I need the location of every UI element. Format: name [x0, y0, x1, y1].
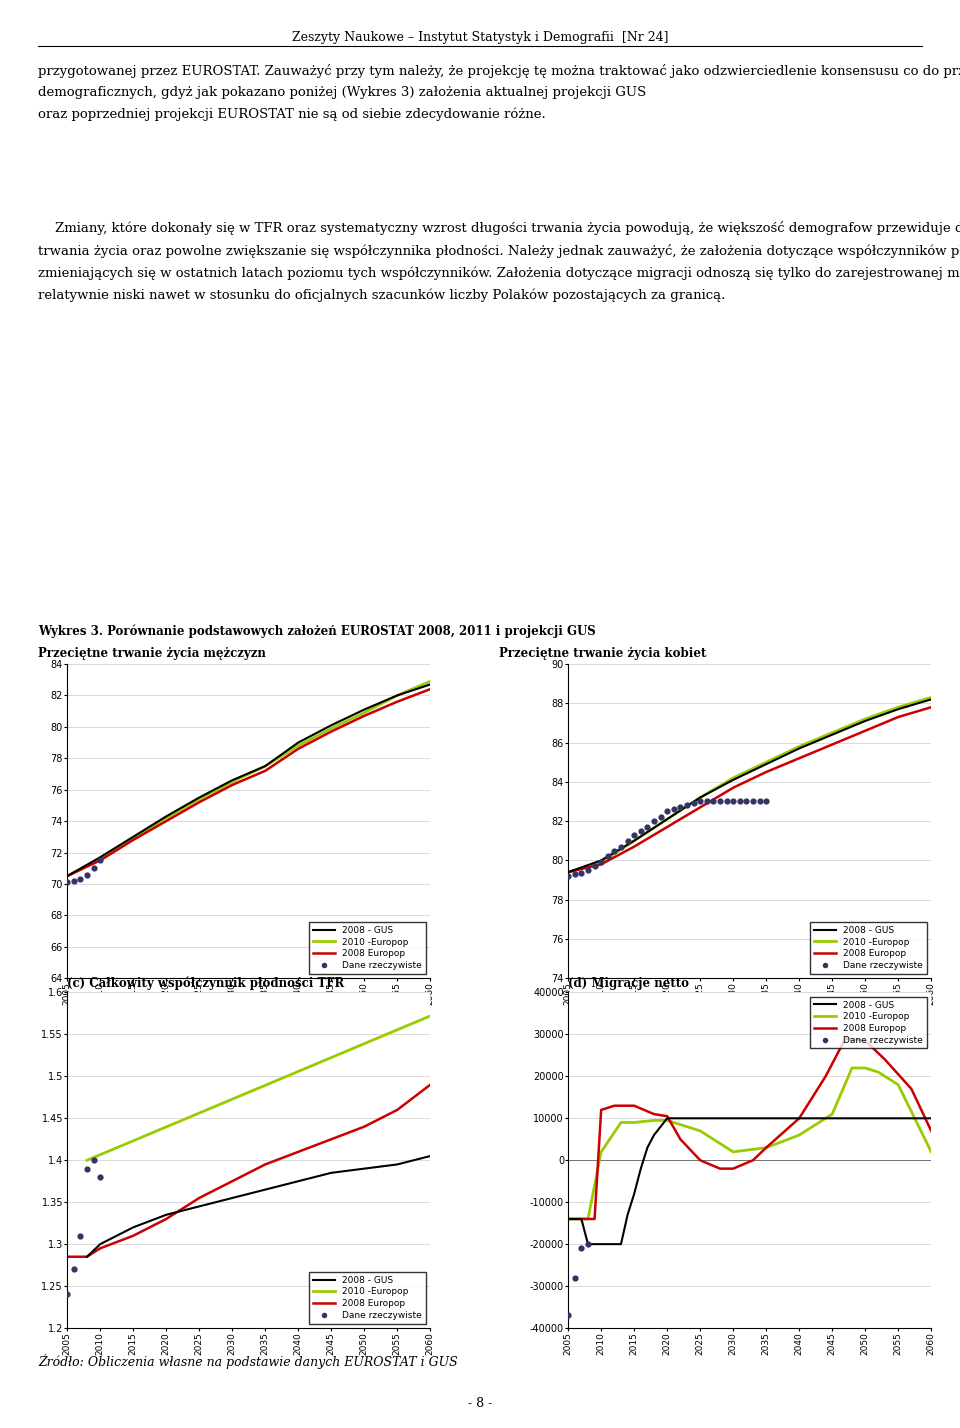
Point [660, 800, 675, 823]
Point [692, 790, 708, 813]
Text: Zeszyty Naukowe – Instytut Statystyk i Demografii  [Nr 24]: Zeszyty Naukowe – Instytut Statystyk i D… [292, 31, 668, 44]
Point [80, 863, 95, 885]
Point [673, 795, 688, 818]
Text: Źródło: Obliczenia własne na podstawie danych EUROSTAT i GUS: Źródło: Obliczenia własne na podstawie d… [38, 1354, 458, 1369]
Point [613, 835, 629, 858]
Point [685, 793, 701, 815]
Point [561, 1304, 576, 1327]
Point [574, 861, 589, 884]
Point [752, 790, 767, 813]
Point [699, 790, 714, 813]
Point [712, 790, 728, 813]
Point [66, 870, 82, 892]
Text: przygotowanej przez EUROSTAT. Zauważyć przy tym należy, że projekcję tę można tr: przygotowanej przez EUROSTAT. Zauważyć p… [38, 64, 960, 121]
Point [600, 845, 615, 868]
Text: (d) Migracje netto: (d) Migracje netto [568, 977, 689, 990]
Point [633, 820, 648, 843]
Point [66, 1258, 82, 1281]
Point [627, 824, 642, 847]
Point [653, 805, 668, 828]
Text: Przeciętne trwanie życia mężczyzn: Przeciętne trwanie życia mężczyzn [38, 647, 266, 660]
Point [561, 864, 576, 887]
Text: Przeciętne trwanie życia kobiet: Przeciętne trwanie życia kobiet [499, 647, 707, 660]
Point [60, 871, 75, 894]
Point [587, 855, 602, 878]
Point [646, 810, 661, 833]
Point [574, 1237, 589, 1259]
Point [758, 790, 774, 813]
Point [666, 798, 682, 821]
Point [86, 857, 102, 880]
Point [738, 790, 754, 813]
Point [607, 840, 622, 863]
Point [620, 830, 636, 853]
Point [639, 815, 655, 838]
Point [680, 794, 695, 817]
Point [706, 790, 721, 813]
Point [726, 790, 741, 813]
Point [580, 858, 595, 881]
Legend: 2008 - GUS, 2010 -Europop, 2008 Europop, Dane rzeczywiste: 2008 - GUS, 2010 -Europop, 2008 Europop,… [810, 922, 926, 974]
Point [745, 790, 760, 813]
Point [80, 1157, 95, 1180]
Point [719, 790, 734, 813]
Text: Zmiany, które dokonały się w TFR oraz systematyczny wzrost długości trwania życi: Zmiany, które dokonały się w TFR oraz sy… [38, 221, 960, 301]
Point [732, 790, 748, 813]
Point [73, 1224, 88, 1247]
Point [580, 1232, 595, 1255]
Point [567, 1267, 583, 1289]
Text: - 8 -: - 8 - [468, 1397, 492, 1409]
Point [73, 868, 88, 891]
Legend: 2008 - GUS, 2010 -Europop, 2008 Europop, Dane rzeczywiste: 2008 - GUS, 2010 -Europop, 2008 Europop,… [309, 922, 425, 974]
Point [593, 851, 609, 874]
Point [60, 1282, 75, 1305]
Point [92, 1165, 108, 1188]
Legend: 2008 - GUS, 2010 -Europop, 2008 Europop, Dane rzeczywiste: 2008 - GUS, 2010 -Europop, 2008 Europop,… [309, 1272, 425, 1324]
Legend: 2008 - GUS, 2010 -Europop, 2008 Europop, Dane rzeczywiste: 2008 - GUS, 2010 -Europop, 2008 Europop,… [810, 997, 926, 1048]
Point [567, 863, 583, 885]
Text: (c) Całkowity współczynnik płodności TFR: (c) Całkowity współczynnik płodności TFR [67, 977, 345, 990]
Point [92, 848, 108, 871]
Text: Wykres 3. Porównanie podstawowych założeń EUROSTAT 2008, 2011 i projekcji GUS: Wykres 3. Porównanie podstawowych założe… [38, 624, 596, 637]
Point [86, 1148, 102, 1171]
